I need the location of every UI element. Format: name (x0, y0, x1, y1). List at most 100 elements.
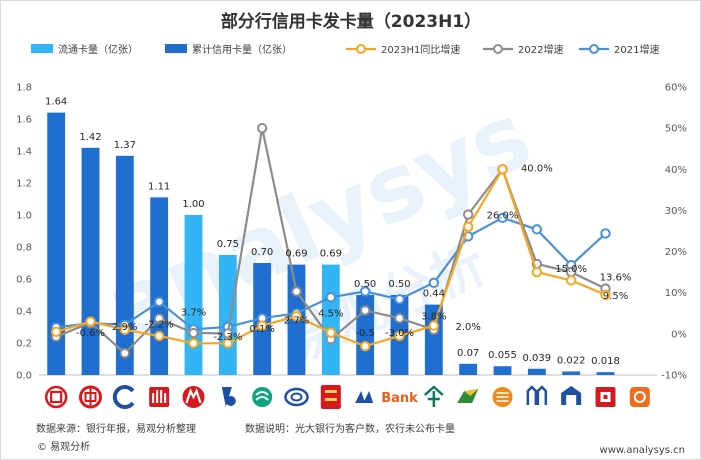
copyright-text: © 易观分析 (37, 440, 90, 453)
icon-text: Bank (381, 391, 418, 406)
bar-value-label: 0.69 (285, 249, 307, 260)
icon-shape (526, 385, 548, 405)
growth-value-label: 3.7% (181, 307, 206, 318)
icon-shape (496, 392, 509, 402)
left-axis-tick-label: 0.8 (16, 243, 32, 254)
growth-value-label: 13.6% (600, 272, 632, 283)
right-axis-tick-label: 20% (665, 247, 687, 258)
legend-swatch-marker (589, 44, 599, 54)
right-axis-tick-label: 50% (665, 124, 687, 135)
growth-point-2023H1 (565, 275, 577, 286)
growth-point-2022 (462, 209, 474, 220)
bar-value-label: 0.75 (217, 239, 239, 250)
icon-shape (221, 387, 232, 407)
growth-point-2023H1 (497, 164, 508, 175)
citic-logo-icon (149, 387, 170, 407)
bar-value-label: 0.50 (388, 279, 410, 290)
site-url: www.analysys.cn (600, 445, 685, 456)
right-axis-tick-label: 60% (665, 83, 687, 94)
guangzhou-bank-logo-icon (629, 387, 650, 407)
bar-value-label: 0.50 (354, 279, 376, 290)
legend-label: 2021增速 (614, 43, 659, 56)
icon-shape (225, 396, 236, 406)
growth-point-2023H1 (85, 316, 96, 327)
bar-value-label: 0.022 (557, 355, 586, 366)
growth-point-2023H1 (462, 221, 474, 233)
growth-point-2021 (428, 277, 440, 289)
growth-value-label: 2.0% (455, 322, 480, 333)
bar-value-label: 0.018 (591, 356, 620, 367)
legend-swatch (31, 44, 53, 53)
cib-logo-icon (424, 385, 444, 407)
bar-psbc (459, 363, 478, 375)
growth-point-2023H1 (291, 310, 302, 322)
growth-point-2023H1 (359, 341, 371, 352)
growth-value-label: 4.5% (318, 309, 343, 320)
growth-point-2021 (600, 228, 611, 239)
growth-point-2022 (153, 313, 165, 324)
cmb-logo-icon (182, 386, 205, 408)
growth-point-2021 (531, 224, 543, 235)
bar-cmb (184, 215, 203, 375)
cgb-logo-icon (492, 387, 513, 407)
growth-point-2023H1 (428, 320, 440, 331)
icon-shape (464, 389, 479, 396)
bar-hxb (321, 264, 340, 375)
growth-value-label: 0.1% (249, 324, 274, 335)
icon-shape (324, 398, 337, 401)
psbc-logo-icon (457, 389, 479, 403)
icon-shape (44, 385, 68, 409)
icon-shape (324, 390, 337, 393)
everbright-logo-icon (355, 391, 374, 403)
bosh-logo-icon (595, 387, 616, 407)
bar-value-label: 0.70 (251, 247, 273, 258)
bar-cgb (493, 366, 512, 375)
bar-czb (527, 368, 546, 375)
bar-value-label: 1.11 (148, 181, 170, 192)
lines (50, 122, 611, 359)
growth-point-2023H1 (188, 338, 199, 349)
growth-value-label: 3.8% (421, 312, 446, 323)
growth-point-2021 (325, 292, 337, 303)
growth-value-label: 40.0% (521, 163, 553, 174)
left-axis-tick-label: 1.6 (16, 115, 32, 126)
bar-ccb (115, 155, 134, 375)
bar-value-label: 1.42 (79, 132, 101, 143)
left-axis-tick-label: 0.0 (16, 371, 32, 382)
icon-shape (633, 391, 646, 403)
growth-point-2023H1 (531, 266, 543, 278)
bar-huishang (562, 371, 581, 375)
icon-shape (424, 385, 444, 407)
bar-value-label: 0.44 (423, 289, 445, 300)
growth-point-2022 (188, 327, 199, 339)
growth-value-label: -3.0% (385, 328, 414, 339)
growth-value-label: 2.9% (112, 322, 137, 333)
growth-point-2023H1 (222, 338, 234, 349)
legend-label: 2023H1同比增速 (381, 43, 460, 56)
left-axis-tick-label: 1.2 (16, 179, 32, 190)
footer: 数据来源：银行年报，易观分析整理 数据说明：光大银行为客户数，农行未公布卡量 ©… (36, 422, 685, 456)
czb-logo-icon (526, 385, 548, 405)
growth-point-2022 (291, 286, 302, 297)
growth-point-2023H1 (600, 289, 611, 300)
icon-shape (50, 390, 63, 404)
minsheng-logo-icon (252, 387, 273, 407)
right-axis-tick-label: -10% (661, 371, 687, 382)
icon-shape (629, 387, 650, 407)
growth-point-2021 (394, 294, 405, 305)
growth-point-2023H1 (256, 320, 268, 331)
axes: 0.0 0.2 0.4 0.6 0.8 1.0 1.2 1.4 1.6 1.8 -10% 0% 10% 2… (16, 83, 687, 382)
growth-point-2021 (153, 296, 165, 307)
right-axis-tick-label: 0% (671, 329, 687, 340)
icon-shape (185, 388, 202, 404)
legend-label: 累计信用卡量（亿张） (192, 43, 292, 56)
bar-citic (150, 197, 169, 375)
growth-point-2022 (119, 347, 131, 359)
hxb-logo-icon (320, 385, 341, 409)
right-axis-tick-label: 30% (665, 206, 687, 217)
growth-point-2021 (497, 212, 508, 224)
legend-swatch-marker (493, 44, 503, 54)
growth-point-2023H1 (119, 324, 131, 335)
